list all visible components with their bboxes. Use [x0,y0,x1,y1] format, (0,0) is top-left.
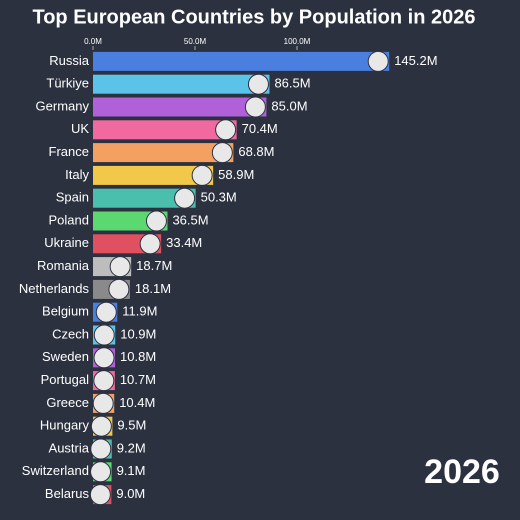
flag [244,96,266,118]
value-label: 10.4M [119,395,155,410]
flag [139,233,161,255]
bar [93,74,270,94]
category-label: Sweden [42,349,89,364]
category-label: Greece [46,395,89,410]
category-label: Italy [65,167,89,182]
value-label: 70.4M [242,121,278,136]
flag [174,187,196,209]
value-label: 85.0M [271,98,307,113]
value-label: 10.9M [120,326,156,341]
category-label: Ukraine [44,235,89,250]
bar [93,97,267,117]
value-label: 9.2M [117,440,146,455]
bar [93,188,196,208]
category-label: Romania [37,258,90,273]
category-label: Spain [56,190,89,205]
flag [90,438,112,460]
year-label: 2026 [424,453,500,491]
bar [93,165,214,185]
value-label: 18.1M [135,281,171,296]
flag [211,142,233,164]
value-label: 145.2M [394,53,437,68]
value-label: 68.8M [238,144,274,159]
flag [145,210,167,232]
flag [93,324,115,346]
value-label: 10.7M [120,372,156,387]
flag [191,164,213,186]
x-tick-label: 50.0M [184,37,207,46]
category-label: UK [71,121,89,136]
bar [93,51,390,71]
category-label: Türkiye [46,76,89,91]
flag [247,73,269,95]
flag [92,392,114,414]
value-label: 9.0M [116,486,145,501]
flag [89,484,111,506]
category-label: Russia [49,53,90,68]
flag [95,301,117,323]
chart-title: Top European Countries by Population in … [32,6,475,28]
category-label: France [49,144,89,159]
value-label: 10.8M [120,349,156,364]
value-label: 11.9M [122,304,157,319]
flag [90,415,112,437]
category-label: Portugal [41,372,90,387]
category-label: Hungary [40,418,90,433]
bar [93,143,234,163]
value-label: 33.4M [166,235,202,250]
bar [93,120,237,140]
category-label: Czech [52,326,89,341]
flag [93,370,115,392]
category-label: Switzerland [22,463,89,478]
flag [109,256,131,278]
value-label: 58.9M [218,167,254,182]
flag [108,278,130,300]
value-label: 9.5M [117,418,146,433]
category-label: Netherlands [19,281,90,296]
flag [215,119,237,141]
category-label: Belarus [45,486,90,501]
category-label: Austria [49,440,90,455]
category-label: Poland [49,212,89,227]
flag [93,347,115,369]
x-tick-label: 100.0M [284,37,311,46]
flag [90,461,112,483]
value-label: 36.5M [172,212,208,227]
value-label: 18.7M [136,258,172,273]
value-label: 86.5M [274,76,310,91]
category-label: Belgium [42,304,89,319]
x-tick-label: 0.0M [84,37,102,46]
value-label: 9.1M [117,463,146,478]
flag [367,50,389,72]
category-label: Germany [36,98,90,113]
value-label: 50.3M [201,190,237,205]
